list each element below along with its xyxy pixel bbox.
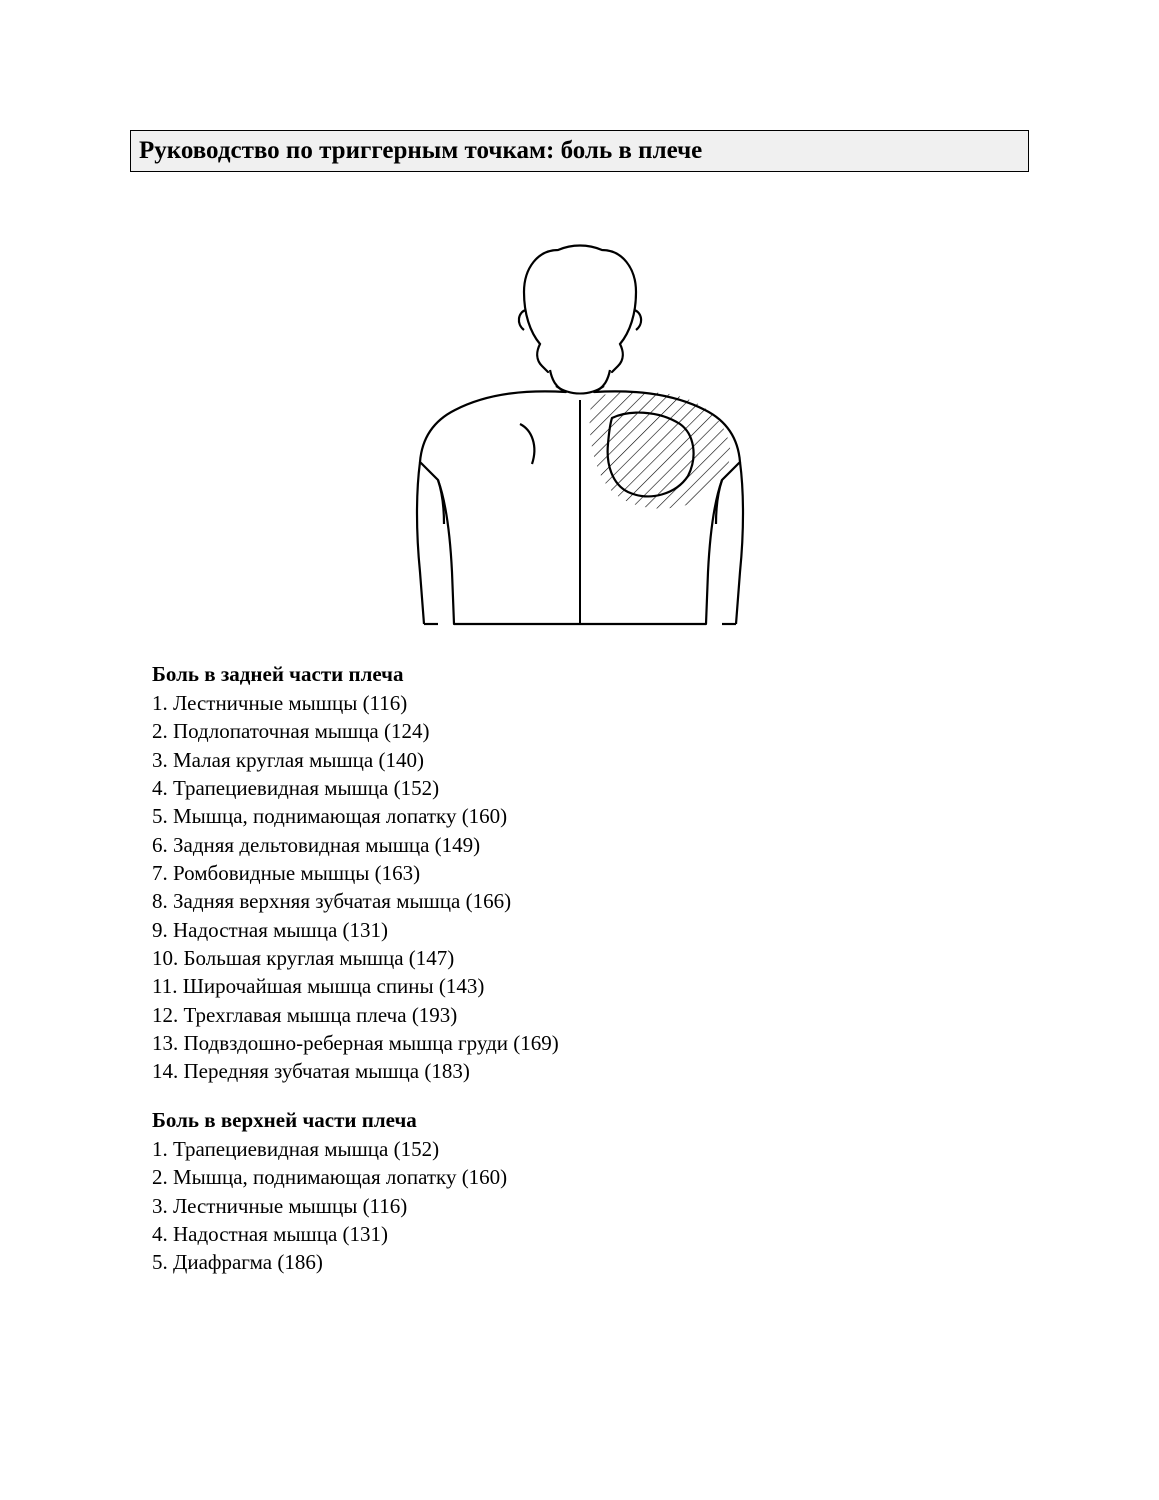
list-item: 2. Мышца, поднимающая лопатку (160) (152, 1163, 1029, 1191)
list-item: 6. Задняя дельтовидная мышца (149) (152, 831, 1029, 859)
list-item: 14. Передняя зубчатая мышца (183) (152, 1057, 1029, 1085)
list-item: 11. Широчайшая мышца спины (143) (152, 972, 1029, 1000)
list-item: 3. Лестничные мышцы (116) (152, 1192, 1029, 1220)
list-item: 5. Мышца, поднимающая лопатку (160) (152, 802, 1029, 830)
list-item: 7. Ромбовидные мышцы (163) (152, 859, 1029, 887)
list-item: 1. Лестничные мышцы (116) (152, 689, 1029, 717)
list-item: 1. Трапециевидная мышца (152) (152, 1135, 1029, 1163)
list-item: 5. Диафрагма (186) (152, 1248, 1029, 1276)
list-item: 12. Трехглавая мышца плеча (193) (152, 1001, 1029, 1029)
content-body: Боль в задней части плеча1. Лестничные м… (152, 662, 1029, 1277)
list-item: 9. Надостная мышца (131) (152, 916, 1029, 944)
list-item: 4. Надостная мышца (131) (152, 1220, 1029, 1248)
list-item: 10. Большая круглая мышца (147) (152, 944, 1029, 972)
section-heading: Боль в задней части плеча (152, 662, 1029, 687)
page-title: Руководство по триггерным точкам: боль в… (130, 130, 1029, 172)
anatomy-figure (130, 232, 1029, 637)
list-item: 3. Малая круглая мышца (140) (152, 746, 1029, 774)
list-item: 8. Задняя верхняя зубчатая мышца (166) (152, 887, 1029, 915)
list-item: 2. Подлопаточная мышца (124) (152, 717, 1029, 745)
section-heading: Боль в верхней части плеча (152, 1108, 1029, 1133)
list-item: 4. Трапециевидная мышца (152) (152, 774, 1029, 802)
list-item: 13. Подвздошно-реберная мышца груди (169… (152, 1029, 1029, 1057)
back-torso-diagram (360, 232, 800, 632)
